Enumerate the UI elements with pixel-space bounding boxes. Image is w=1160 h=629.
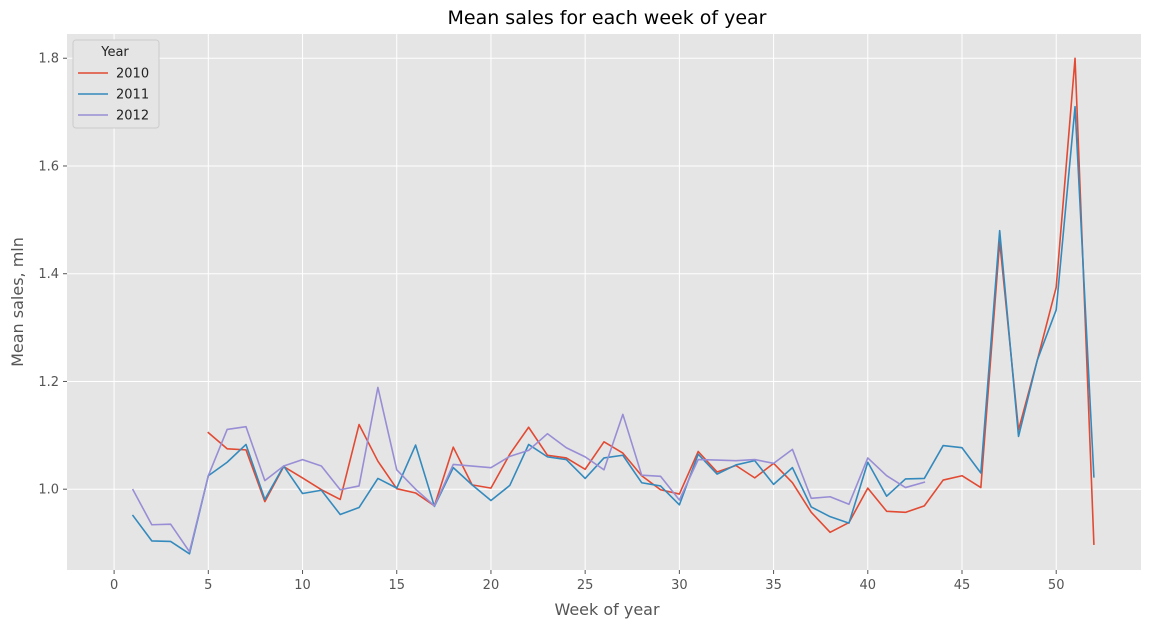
series-lines — [131, 57, 1095, 555]
series-line-2010 — [207, 57, 1095, 545]
legend-label-2011: 2011 — [116, 88, 149, 103]
x-tick-label: 30 — [671, 578, 688, 593]
x-tick-label: 0 — [110, 578, 118, 593]
chart-title: Mean sales for each week of year — [448, 7, 767, 29]
x-tick-label: 5 — [204, 578, 212, 593]
x-tick-label: 10 — [294, 578, 311, 593]
legend-box — [72, 39, 160, 129]
legend-label-2012: 2012 — [116, 109, 149, 124]
x-tick-label: 50 — [1048, 578, 1065, 593]
x-tick-label: 40 — [860, 578, 877, 593]
x-tick-label: 20 — [483, 578, 500, 593]
y-axis-label: Mean sales, mln — [8, 237, 27, 367]
y-tick-label: 1.2 — [38, 375, 59, 390]
series-line-2012 — [131, 386, 926, 553]
legend-title: Year — [100, 45, 129, 60]
series-line-2011 — [131, 105, 1095, 555]
y-tick-label: 1.8 — [38, 52, 59, 67]
x-tick-label: 45 — [954, 578, 971, 593]
x-tick-label: 35 — [765, 578, 782, 593]
legend: Year 2010 2011 2012 — [72, 39, 160, 129]
x-axis-label: Week of year — [554, 600, 660, 619]
y-tick-label: 1.6 — [38, 159, 59, 174]
axis-ticks: 0 5 10 15 20 25 30 35 40 45 50 1.0 1.2 1.4 1.6 1.8 — [38, 52, 1064, 593]
y-tick-label: 1.0 — [38, 483, 59, 498]
legend-label-2010: 2010 — [116, 67, 149, 82]
legend-entries: 2010 2011 2012 — [78, 67, 149, 124]
x-tick-label: 25 — [577, 578, 594, 593]
x-tick-label: 15 — [388, 578, 405, 593]
y-tick-label: 1.4 — [38, 267, 59, 282]
